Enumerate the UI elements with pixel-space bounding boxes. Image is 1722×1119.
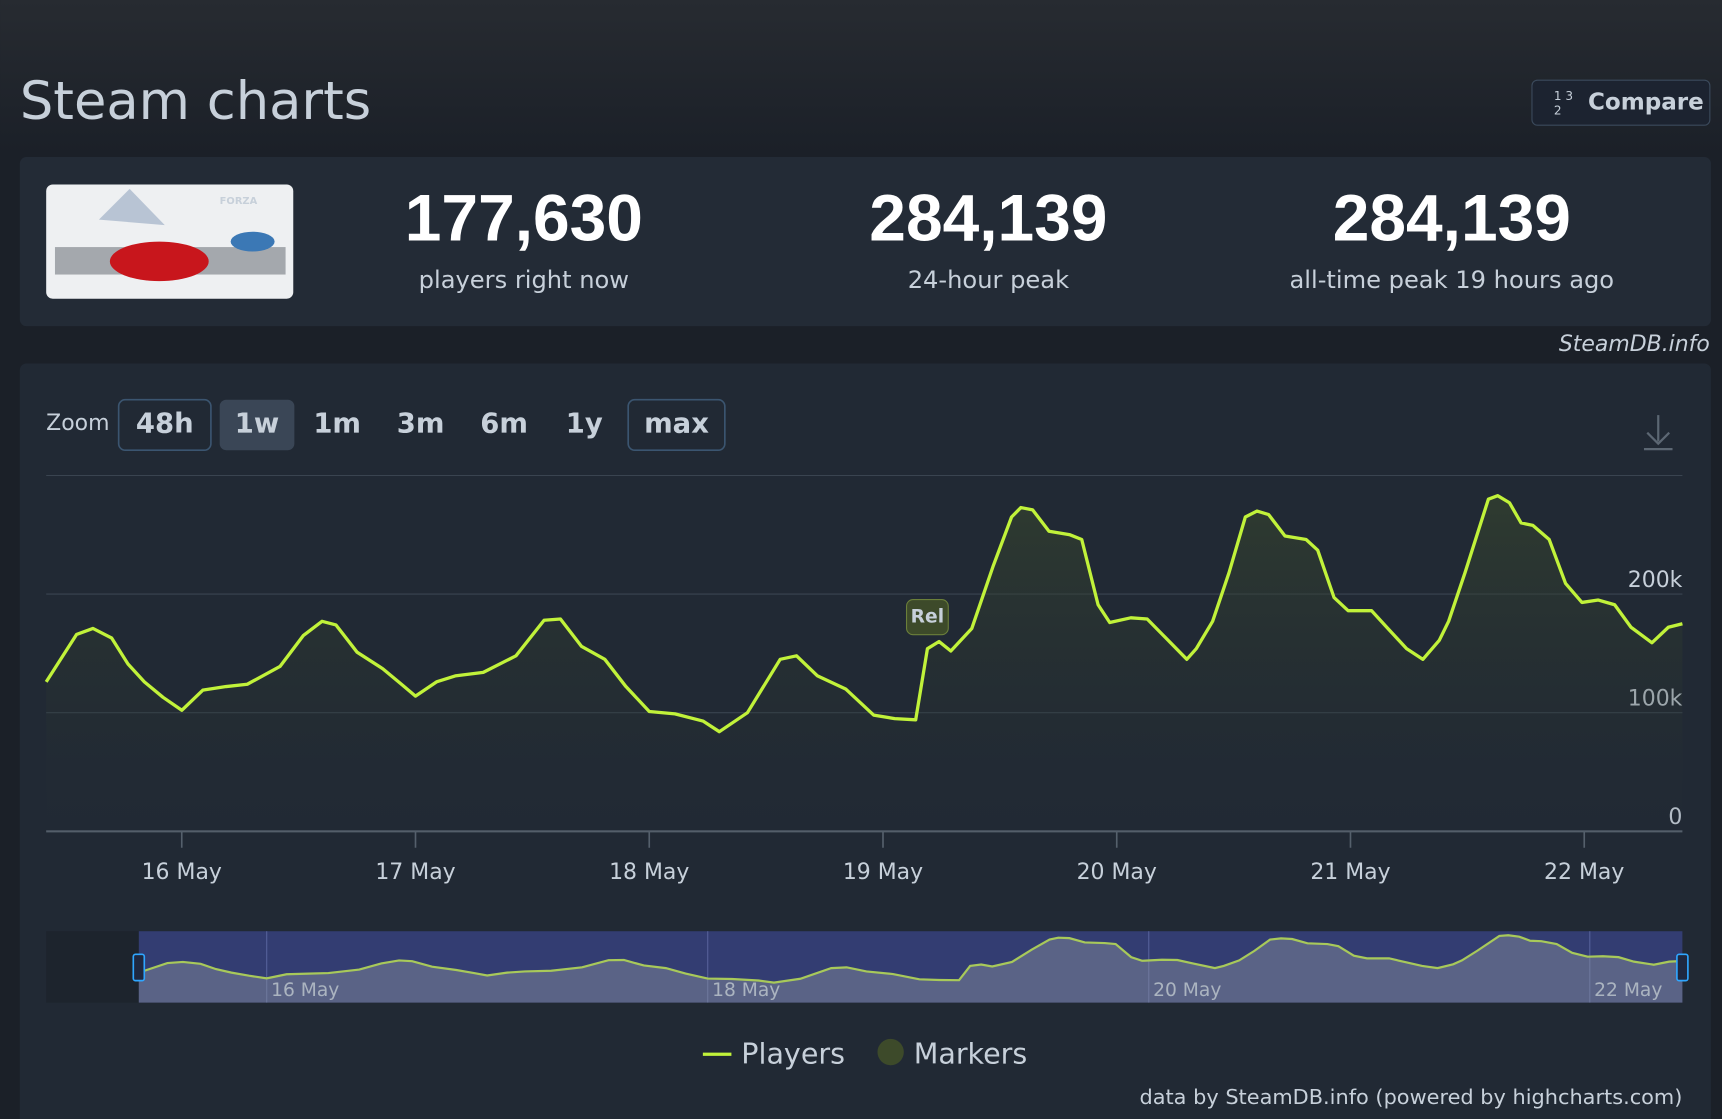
compare-icon: 2 bbox=[1554, 103, 1562, 117]
navigator-label: 20 May bbox=[1153, 980, 1221, 1001]
zoom-buttons: 48h 1w 1m 3m 6m 1y max bbox=[117, 398, 726, 452]
thumb-mountain bbox=[98, 188, 165, 226]
x-tick-label: 19 May bbox=[843, 860, 923, 885]
zoom-box[interactable] bbox=[117, 398, 212, 452]
navigator-label: 16 May bbox=[271, 980, 339, 1001]
navigator-handle[interactable] bbox=[132, 953, 146, 982]
zoom-option[interactable]: 3m bbox=[397, 408, 445, 439]
x-tick-label: 22 May bbox=[1544, 860, 1624, 885]
y-tick-label: 200k bbox=[1628, 568, 1683, 593]
zoom-option[interactable]: 6m bbox=[480, 408, 528, 439]
compare-icon: 1 3 bbox=[1554, 89, 1573, 103]
stat-value: 284,139 bbox=[1333, 180, 1571, 254]
compare-box[interactable] bbox=[1531, 79, 1711, 126]
x-tick-label: 20 May bbox=[1077, 860, 1157, 885]
navigator-label: 18 May bbox=[712, 980, 780, 1001]
navigator-label: 22 May bbox=[1594, 980, 1662, 1001]
navigator-handle[interactable] bbox=[1676, 953, 1689, 982]
zoom-button[interactable]: 6m bbox=[480, 408, 528, 439]
download-icon[interactable] bbox=[1643, 415, 1673, 451]
stat-value: 284,139 bbox=[869, 180, 1107, 254]
stats-panel bbox=[19, 157, 1711, 327]
zoom-label: Zoom bbox=[46, 411, 109, 436]
top-bar bbox=[0, 0, 1722, 154]
page-title: Steam charts bbox=[20, 71, 371, 132]
compare-label[interactable]: Compare bbox=[1588, 90, 1704, 116]
zoom-button[interactable]: 1m bbox=[313, 408, 361, 439]
stat-label: players right now bbox=[419, 266, 629, 294]
annotation-box bbox=[905, 599, 949, 636]
stat-label: 24-hour peak bbox=[908, 266, 1069, 294]
compare-button[interactable]: 1 3 2 Compare bbox=[1531, 79, 1711, 126]
line bbox=[44, 494, 1683, 734]
zoom-option[interactable]: max bbox=[644, 408, 709, 439]
legend-label[interactable]: Players bbox=[741, 1036, 845, 1070]
legend-label[interactable]: Markers bbox=[914, 1036, 1028, 1070]
navigator-line bbox=[138, 934, 1683, 984]
zoom-box[interactable] bbox=[627, 398, 726, 452]
area bbox=[46, 495, 1683, 832]
legend-marker bbox=[877, 1038, 904, 1066]
navigator-area bbox=[138, 935, 1683, 1003]
zoom-option[interactable]: 1m bbox=[313, 408, 361, 439]
zoom-option[interactable]: 1w bbox=[235, 408, 279, 439]
stat-label: all-time peak 19 hours ago bbox=[1290, 266, 1615, 294]
thumb-car bbox=[230, 231, 275, 252]
zoom-button[interactable]: 48h bbox=[117, 398, 212, 452]
thumb-car bbox=[109, 241, 209, 282]
game-thumbnail: FORZA bbox=[46, 184, 294, 299]
stats: 177,630 players right now 284,139 24-hour p… bbox=[405, 180, 1614, 294]
zoom-button[interactable]: 3m bbox=[397, 408, 445, 439]
zoom-option[interactable]: 1y bbox=[566, 408, 603, 439]
watermark: SteamDB.info bbox=[1559, 332, 1710, 357]
thumb-logo: FORZA bbox=[220, 196, 258, 207]
x-tick-label: 18 May bbox=[609, 860, 689, 885]
zoom-option[interactable]: 48h bbox=[136, 408, 194, 439]
credits: data by SteamDB.info (powered by highcha… bbox=[1139, 1085, 1682, 1109]
zoom-button[interactable]: max bbox=[627, 398, 726, 452]
x-tick-label: 16 May bbox=[142, 860, 222, 885]
annotation-label: Rel bbox=[911, 607, 944, 628]
x-tick-label: 17 May bbox=[375, 860, 455, 885]
x-tick-label: 21 May bbox=[1310, 860, 1390, 885]
zoom-button[interactable]: 1w bbox=[219, 399, 295, 451]
download-arrow bbox=[1646, 431, 1671, 446]
zoom-button[interactable]: 1y bbox=[566, 408, 603, 439]
stat-value: 177,630 bbox=[405, 180, 643, 254]
zoom-box[interactable] bbox=[219, 399, 295, 451]
